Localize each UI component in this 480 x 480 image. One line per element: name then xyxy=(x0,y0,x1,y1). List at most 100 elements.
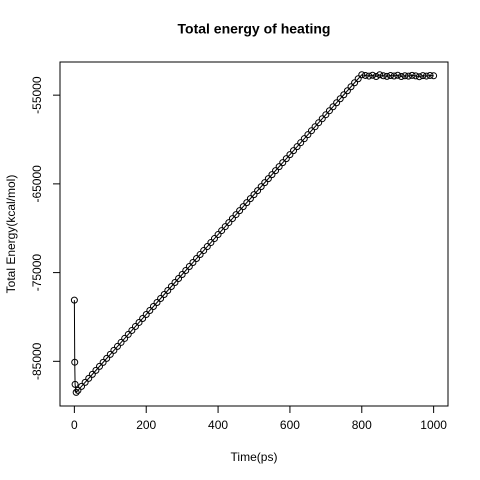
data-point xyxy=(178,271,186,279)
data-point xyxy=(415,73,423,81)
data-point xyxy=(307,127,315,135)
data-point xyxy=(207,239,215,247)
data-point xyxy=(142,310,150,318)
data-point xyxy=(124,330,132,338)
data-point xyxy=(272,167,280,175)
data-point xyxy=(383,72,391,80)
data-point xyxy=(121,334,129,342)
data-point xyxy=(361,71,369,79)
data-point xyxy=(110,346,118,354)
data-point xyxy=(70,296,78,304)
plot-frame xyxy=(59,61,449,407)
x-tick-label: 600 xyxy=(280,418,300,432)
data-point xyxy=(74,386,82,394)
data-point xyxy=(300,135,308,143)
data-point xyxy=(232,211,240,219)
chart-title: Total energy of heating xyxy=(178,21,331,37)
data-point xyxy=(286,151,294,159)
data-point xyxy=(394,71,402,79)
data-point xyxy=(153,298,161,306)
data-point xyxy=(279,159,287,167)
data-point xyxy=(164,286,172,294)
data-point xyxy=(290,147,298,155)
data-point xyxy=(304,131,312,139)
data-point xyxy=(157,294,165,302)
data-point xyxy=(365,72,373,80)
data-point xyxy=(422,72,430,80)
data-point xyxy=(354,75,362,83)
data-point xyxy=(214,231,222,239)
data-point xyxy=(369,71,377,79)
data-point xyxy=(376,71,384,79)
x-tick-label: 400 xyxy=(208,418,228,432)
data-point xyxy=(228,215,236,223)
data-point xyxy=(200,247,208,255)
data-point xyxy=(347,83,355,91)
data-point xyxy=(135,318,143,326)
data-point xyxy=(318,115,326,123)
data-point xyxy=(78,382,86,390)
data-point xyxy=(372,73,380,81)
data-point xyxy=(329,103,337,111)
data-point xyxy=(322,111,330,119)
data-point xyxy=(81,378,89,386)
data-point xyxy=(113,342,121,350)
y-axis-label: Total Energy(kcal/mol) xyxy=(4,175,18,294)
data-point xyxy=(185,263,193,271)
data-point xyxy=(99,358,107,366)
data-point xyxy=(243,199,251,207)
data-point xyxy=(268,171,276,179)
data-point xyxy=(189,259,197,267)
data-point xyxy=(419,72,427,80)
data-point xyxy=(343,87,351,95)
data-point xyxy=(71,380,79,388)
data-point xyxy=(293,143,301,151)
data-point xyxy=(397,73,405,81)
data-point xyxy=(275,163,283,171)
data-point xyxy=(182,267,190,275)
data-point xyxy=(264,175,272,183)
data-point xyxy=(297,139,305,147)
x-tick-label: 800 xyxy=(352,418,372,432)
x-tick-label: 200 xyxy=(136,418,156,432)
series-line xyxy=(73,74,434,394)
data-point xyxy=(379,72,387,80)
data-point xyxy=(239,203,247,211)
data-point xyxy=(167,282,175,290)
data-point xyxy=(325,107,333,115)
data-point xyxy=(351,79,359,87)
data-point xyxy=(71,358,79,366)
data-point xyxy=(131,322,139,330)
data-point xyxy=(333,99,341,107)
y-tick-label: -65000 xyxy=(30,165,44,203)
data-point xyxy=(210,235,218,243)
data-point xyxy=(171,279,179,287)
data-point xyxy=(175,275,183,283)
data-point xyxy=(336,95,344,103)
data-point xyxy=(203,243,211,251)
y-tick-label: -75000 xyxy=(30,254,44,292)
data-point xyxy=(221,223,229,231)
data-point xyxy=(408,71,416,79)
data-point xyxy=(401,72,409,80)
data-point xyxy=(390,72,398,80)
data-point xyxy=(85,374,93,382)
data-point xyxy=(92,366,100,374)
data-point xyxy=(261,179,269,187)
data-point xyxy=(250,191,258,199)
data-point xyxy=(225,219,233,227)
x-tick-label: 0 xyxy=(71,418,78,432)
data-point xyxy=(196,251,204,259)
x-axis-label: Time(ps) xyxy=(231,450,278,464)
data-point xyxy=(246,195,254,203)
data-point xyxy=(282,155,290,163)
data-point xyxy=(146,306,154,314)
data-point xyxy=(218,227,226,235)
y-tick-label: -85000 xyxy=(30,342,44,380)
data-point xyxy=(236,207,244,215)
data-point xyxy=(149,302,157,310)
data-point xyxy=(160,290,168,298)
data-point xyxy=(387,72,395,80)
data-point xyxy=(88,370,96,378)
